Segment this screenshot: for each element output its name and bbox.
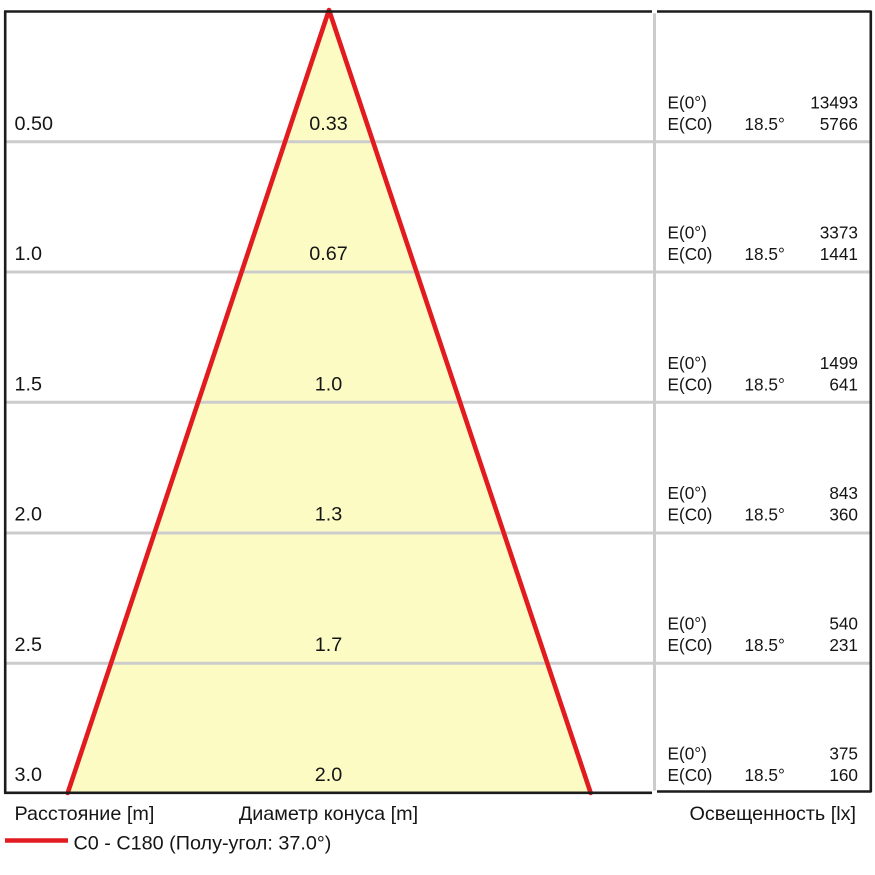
- svg-text:E(C0): E(C0): [668, 374, 713, 394]
- svg-text:18.5°: 18.5°: [745, 244, 785, 264]
- svg-text:0.67: 0.67: [309, 243, 348, 265]
- svg-text:1.7: 1.7: [315, 634, 343, 656]
- svg-text:160: 160: [829, 765, 858, 785]
- svg-text:Диаметр конуса [m]: Диаметр конуса [m]: [239, 803, 418, 825]
- svg-text:2.0: 2.0: [315, 764, 343, 786]
- svg-text:C0 - C180 (Полу-угол: 37.0°): C0 - C180 (Полу-угол: 37.0°): [74, 833, 332, 855]
- svg-text:Расстояние [m]: Расстояние [m]: [15, 803, 155, 825]
- svg-text:360: 360: [829, 505, 858, 525]
- svg-text:18.5°: 18.5°: [745, 374, 785, 394]
- svg-text:E(C0): E(C0): [668, 244, 713, 264]
- svg-text:E(0°): E(0°): [668, 353, 707, 373]
- svg-text:641: 641: [829, 374, 858, 394]
- svg-text:231: 231: [829, 635, 858, 655]
- svg-text:2.5: 2.5: [15, 634, 43, 656]
- svg-text:1.5: 1.5: [15, 374, 43, 396]
- svg-text:E(0°): E(0°): [668, 744, 707, 764]
- svg-text:3373: 3373: [820, 223, 858, 243]
- svg-text:E(0°): E(0°): [668, 92, 707, 112]
- svg-text:0.50: 0.50: [15, 113, 54, 135]
- svg-text:E(0°): E(0°): [668, 613, 707, 633]
- svg-text:1.0: 1.0: [15, 243, 43, 265]
- svg-text:E(C0): E(C0): [668, 635, 713, 655]
- svg-text:843: 843: [829, 483, 858, 503]
- svg-text:E(C0): E(C0): [668, 765, 713, 785]
- svg-text:1499: 1499: [820, 353, 858, 373]
- svg-text:Освещенность [lx]: Освещенность [lx]: [690, 803, 857, 825]
- svg-text:E(0°): E(0°): [668, 223, 707, 243]
- svg-text:18.5°: 18.5°: [745, 505, 785, 525]
- svg-text:3.0: 3.0: [15, 764, 43, 786]
- svg-text:2.0: 2.0: [15, 504, 43, 526]
- svg-text:E(C0): E(C0): [668, 505, 713, 525]
- svg-text:1.3: 1.3: [315, 504, 343, 526]
- svg-text:540: 540: [829, 613, 858, 633]
- svg-text:5766: 5766: [820, 114, 858, 134]
- svg-text:0.33: 0.33: [309, 113, 348, 135]
- svg-text:13493: 13493: [810, 92, 858, 112]
- svg-text:1441: 1441: [820, 244, 858, 264]
- svg-text:1.0: 1.0: [315, 374, 343, 396]
- svg-text:375: 375: [829, 744, 858, 764]
- svg-text:18.5°: 18.5°: [745, 635, 785, 655]
- svg-text:E(C0): E(C0): [668, 114, 713, 134]
- svg-text:18.5°: 18.5°: [745, 765, 785, 785]
- svg-text:E(0°): E(0°): [668, 483, 707, 503]
- svg-text:18.5°: 18.5°: [745, 114, 785, 134]
